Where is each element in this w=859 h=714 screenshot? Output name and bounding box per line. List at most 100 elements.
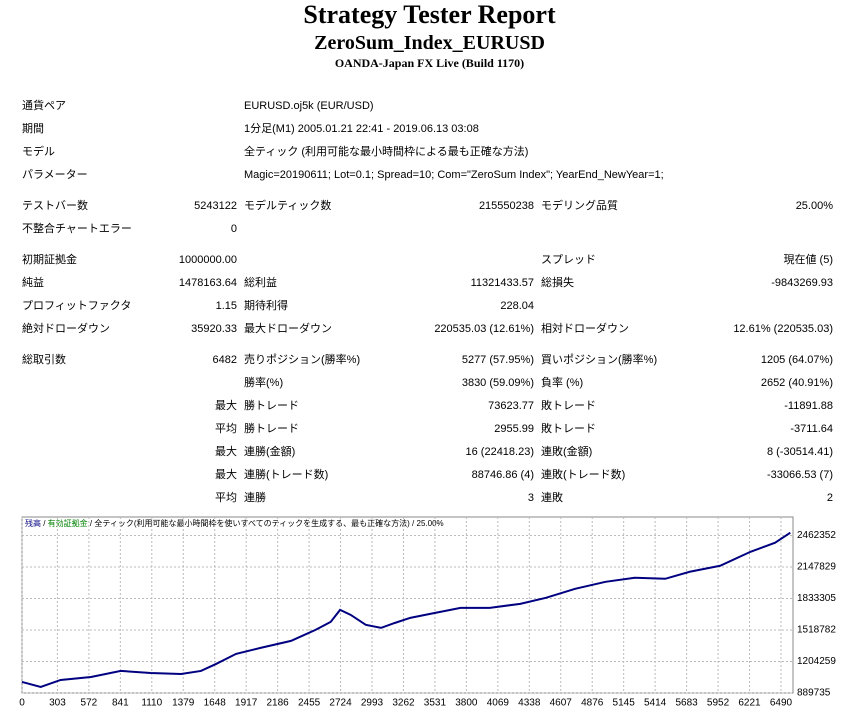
stat-value: 5243122	[194, 200, 237, 212]
info-label: 通貨ペア	[22, 98, 66, 112]
x-tick-label: 5952	[707, 698, 730, 709]
stat-value: 最大	[215, 398, 237, 412]
stat-value: 平均	[215, 422, 237, 435]
legend-equity: 有効証拠金	[48, 518, 88, 528]
x-tick-label: 5145	[613, 698, 636, 709]
y-tick-label: 1833305	[797, 593, 836, 604]
stat-value: 16 (22418.23)	[466, 446, 535, 458]
info-value: 1分足(M1) 2005.01.21 22:41 - 2019.06.13 03…	[244, 122, 479, 135]
stat-label: 連敗(金額)	[541, 444, 592, 458]
stat-label: 連勝	[244, 490, 266, 504]
report-title: Strategy Tester Report	[303, 0, 556, 29]
stat-label: スプレッド	[541, 253, 596, 266]
stat-value: -3711.64	[790, 423, 833, 435]
x-tick-label: 2186	[267, 698, 290, 709]
stat-label: 初期証拠金	[22, 252, 77, 266]
x-tick-label: 2993	[361, 698, 384, 709]
stat-value: -9843269.93	[771, 277, 833, 289]
stat-value: 25.00%	[796, 200, 834, 212]
chart-frame	[21, 516, 794, 694]
stat-value: 88746.86 (4)	[472, 469, 534, 481]
x-tick-label: 3262	[392, 698, 415, 709]
stat-label: 買いポジション(勝率%)	[541, 352, 657, 366]
stat-label: 連勝(トレード数)	[244, 467, 328, 481]
stat-label: 総利益	[244, 275, 277, 289]
stat-value: 3	[528, 492, 534, 504]
x-tick-label: 2724	[329, 698, 352, 709]
stat-value: 215550238	[479, 200, 534, 212]
stat-label: 勝率(%)	[244, 375, 283, 389]
x-tick-label: 1917	[235, 698, 258, 709]
x-tick-label: 6221	[738, 698, 761, 709]
stat-label: 連敗(トレード数)	[541, 467, 625, 481]
stat-value: 1478163.64	[179, 277, 237, 289]
x-tick-label: 4876	[581, 698, 604, 709]
x-tick-label: 4338	[518, 698, 541, 709]
y-tick-label: 889735	[797, 688, 831, 699]
stat-value: 73623.77	[488, 400, 534, 412]
stat-value: 2955.99	[494, 423, 534, 435]
y-tick-label: 2462352	[797, 530, 836, 541]
stat-value: 現在値 (5)	[784, 253, 834, 266]
stat-value: 2652 (40.91%)	[761, 377, 833, 389]
stat-label: 敗トレード	[541, 421, 596, 435]
x-tick-label: 4069	[487, 698, 510, 709]
model-note: 全ティック(利用可能な最小時間枠を使いすべてのティックを生成する、最も正確な方法…	[94, 518, 410, 528]
stat-label: 負率 (%)	[541, 375, 583, 389]
x-tick-label: 4607	[550, 698, 573, 709]
x-tick-label: 5414	[644, 698, 667, 709]
info-label: モデル	[22, 144, 55, 158]
stat-label: 最大ドローダウン	[244, 321, 332, 335]
stat-value: 5277 (57.95%)	[462, 354, 534, 366]
stat-label: モデルティック数	[244, 198, 331, 212]
x-tick-label: 0	[19, 698, 25, 709]
stat-value: 35920.33	[191, 323, 237, 335]
stat-value: 平均	[215, 491, 237, 504]
x-tick-label: 3800	[455, 698, 478, 709]
stat-value: 6482	[213, 354, 237, 366]
stat-value: 228.04	[500, 300, 534, 312]
stat-value: 2	[827, 492, 833, 504]
stat-label: 期待利得	[244, 298, 288, 312]
stat-label: 絶対ドローダウン	[22, 321, 110, 335]
stat-label: プロフィットファクタ	[22, 299, 131, 312]
stat-label: 総取引数	[22, 352, 66, 366]
stat-value: 1.15	[216, 300, 237, 312]
balance-line	[21, 531, 791, 689]
x-tick-label: 5683	[675, 698, 698, 709]
stat-label: テストバー数	[22, 199, 88, 212]
info-label: パラメーター	[22, 168, 88, 181]
report-subtitle: ZeroSum_Index_EURUSD	[314, 32, 545, 54]
stat-value: 3830 (59.09%)	[462, 377, 534, 389]
stat-label: 純益	[22, 275, 44, 289]
stat-value: 220535.03 (12.61%)	[434, 323, 534, 335]
y-tick-label: 1204259	[797, 656, 836, 667]
y-tick-label: 1518782	[797, 625, 836, 636]
x-tick-label: 841	[112, 698, 129, 709]
x-tick-label: 572	[81, 698, 98, 709]
stat-value: 最大	[215, 467, 237, 481]
info-value: EURUSD.oj5k (EUR/USD)	[244, 100, 374, 112]
stat-value: -11891.88	[784, 400, 833, 412]
x-tick-label: 1379	[172, 698, 195, 709]
stat-label: 連勝(金額)	[244, 444, 295, 458]
stat-label: 売りポジション(勝率%)	[244, 352, 360, 366]
x-tick-label: 3531	[424, 698, 447, 709]
stat-label: 敗トレード	[541, 398, 596, 412]
stat-value: 1205 (64.07%)	[761, 354, 833, 366]
info-value: Magic=20190611; Lot=0.1; Spread=10; Com=…	[244, 169, 664, 181]
quality-note: 25.00%	[417, 519, 444, 528]
x-tick-label: 6490	[770, 698, 793, 709]
x-tick-label: 1648	[204, 698, 227, 709]
chart-header: 残高 / 有効証拠金 / 全ティック(利用可能な最小時間枠を使いすべてのティック…	[25, 518, 444, 528]
stat-label: 勝トレード	[244, 421, 299, 435]
stat-label: 不整合チャートエラー	[22, 221, 132, 235]
stat-value: 11321433.57	[471, 277, 534, 289]
legend-balance: 残高	[25, 518, 41, 528]
report-build: OANDA-Japan FX Live (Build 1170)	[334, 56, 525, 70]
stat-value: 最大	[215, 444, 237, 458]
x-tick-label: 1110	[141, 698, 162, 709]
x-tick-label: 303	[49, 698, 66, 709]
